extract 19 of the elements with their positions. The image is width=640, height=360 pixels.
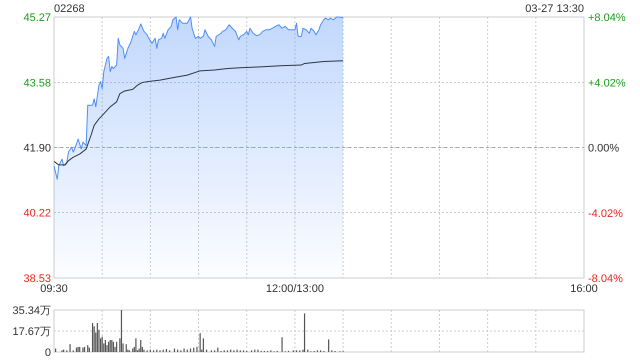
y-tick-label: 35.34万	[12, 305, 51, 317]
y-tick-label: 43.58	[23, 77, 51, 90]
y-tick-label: 41.90	[23, 142, 51, 154]
y-tick-label: 40.22	[23, 208, 51, 220]
y-tick-label: 45.27	[23, 12, 51, 24]
y2-tick-label: +8.04%	[588, 12, 626, 24]
y-tick-label: 38.53	[23, 273, 51, 285]
chart-title: 02268	[54, 3, 85, 15]
x-tick-label: 16:00	[570, 283, 598, 295]
x-tick-label: 12:00/13:00	[266, 283, 324, 295]
y-tick-label: 17.67万	[12, 326, 51, 338]
y2-tick-label: -4.02%	[588, 208, 624, 220]
y2-tick-label: -8.04%	[588, 273, 624, 285]
y-tick-label: 0	[44, 347, 51, 359]
y2-tick-label: +4.02%	[588, 77, 626, 90]
y2-tick-label: 0.00%	[588, 142, 620, 154]
text: 03-27 13:30	[525, 3, 584, 15]
x-tick-label: 09:30	[40, 283, 68, 295]
line-series	[54, 60, 344, 166]
